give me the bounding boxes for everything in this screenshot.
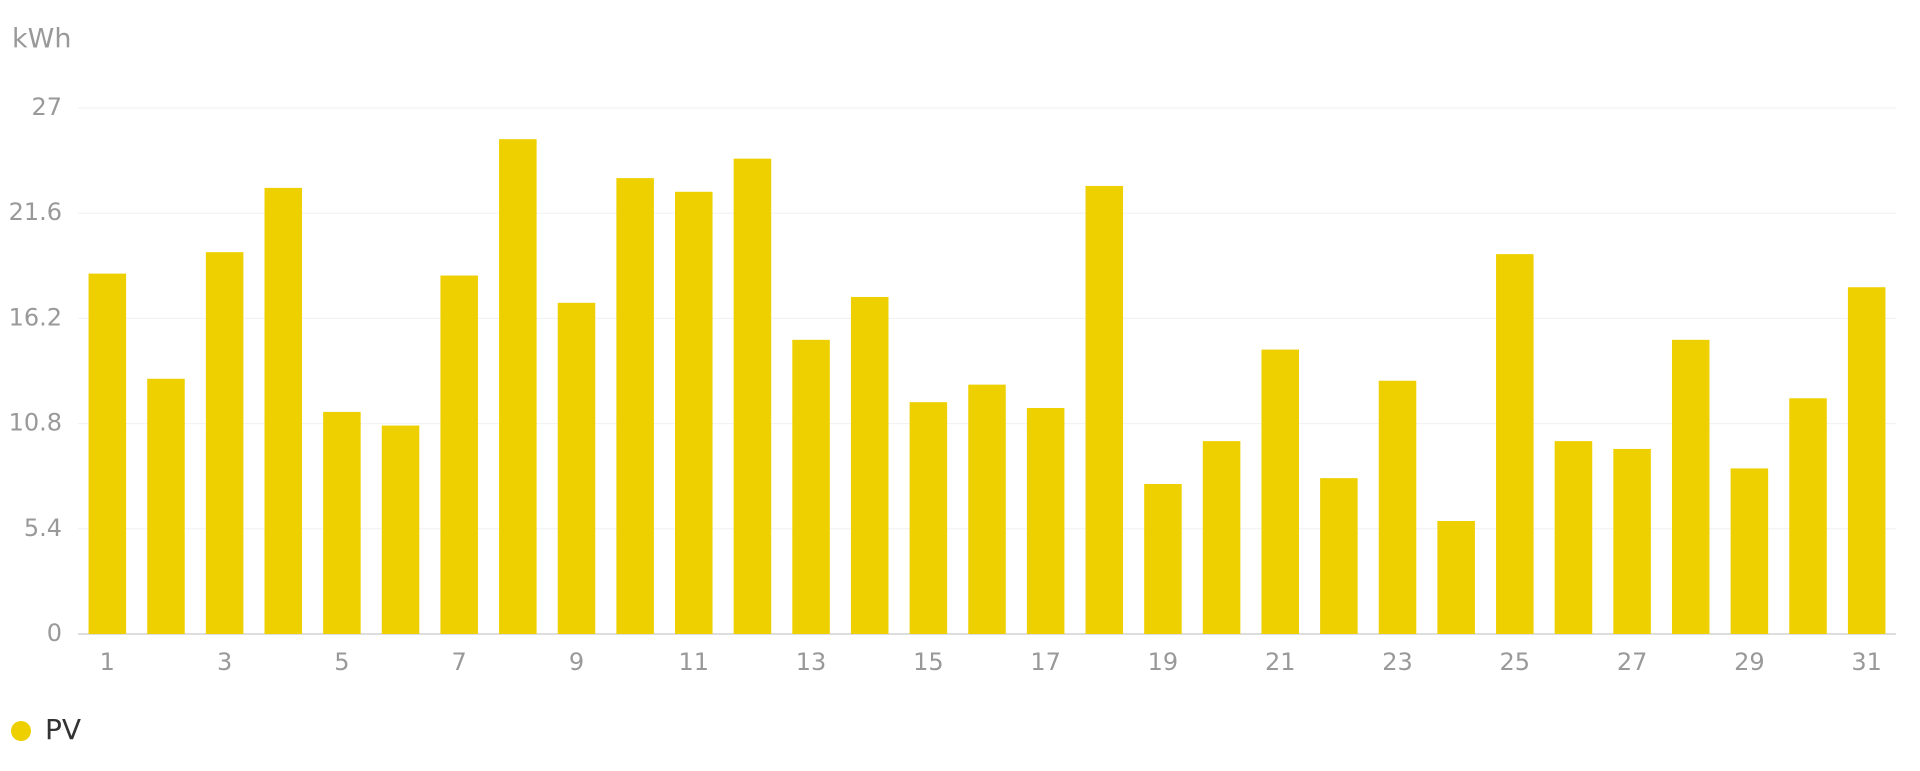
x-tick-label: 19 [1148,648,1179,676]
bar [733,158,772,634]
bar [499,139,537,635]
bar [1085,185,1124,635]
x-tick-label: 1 [100,648,115,676]
y-tick-label: 27 [31,93,62,121]
bar [1671,339,1710,634]
x-tick-label: 23 [1382,648,1413,676]
bar [909,402,948,634]
bar [1437,521,1475,634]
bar [88,273,127,634]
bar [1026,408,1065,634]
bar [323,411,361,634]
x-tick-label: 5 [334,648,349,676]
y-tick-label: 0 [47,619,62,647]
x-tick-label: 21 [1265,648,1296,676]
bar [147,378,185,634]
x-tick-label: 27 [1617,648,1648,676]
bar [1789,398,1827,634]
bar [792,339,830,634]
x-tick-label: 31 [1851,648,1882,676]
bar [1202,441,1241,634]
y-tick-label: 10.8 [9,409,62,437]
bar [1320,478,1358,634]
legend-label: PV [45,713,81,746]
y-tick-label: 21.6 [9,198,62,226]
y-tick-label: 5.4 [24,514,62,542]
x-tick-label: 3 [217,648,232,676]
bar [557,302,596,634]
x-tick-label: 17 [1030,648,1061,676]
x-tick-label: 7 [452,648,467,676]
bar [1144,483,1182,634]
bar [1261,349,1299,634]
bar [850,296,889,634]
x-tick-label: 15 [913,648,944,676]
bar [1496,254,1534,634]
x-tick-label: 29 [1734,648,1765,676]
legend-marker [11,721,31,741]
bar [381,425,420,634]
y-tick-label: 16.2 [9,303,62,331]
x-tick-label: 9 [569,648,584,676]
x-tick-label: 25 [1500,648,1531,676]
bar [1378,380,1417,634]
bar [616,178,654,634]
bar [968,384,1006,634]
bar [1554,441,1593,634]
bar [1613,448,1651,634]
bar [205,252,244,634]
bar [1847,287,1886,634]
y-axis-label: kWh [12,24,71,55]
x-tick-label: 13 [796,648,827,676]
x-tick-label: 11 [679,648,710,676]
bar [440,275,478,634]
bar [675,191,713,634]
bar [1730,468,1769,634]
bar [264,187,303,634]
